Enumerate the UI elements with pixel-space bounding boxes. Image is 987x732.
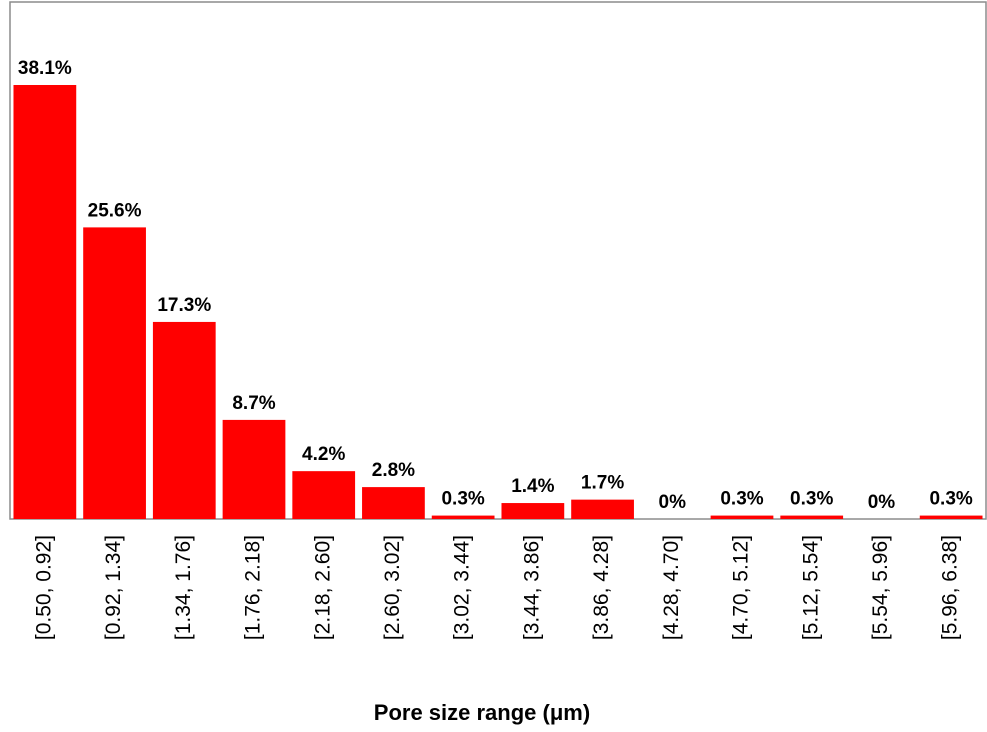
- x-tick-label: [1.76, 2.18]: [242, 535, 265, 640]
- data-label: 38.1%: [18, 58, 72, 79]
- data-label: 1.4%: [511, 476, 554, 497]
- x-tick-label: [5.12, 5.54]: [799, 535, 822, 640]
- x-tick-label: [1.34, 1.76]: [172, 535, 195, 640]
- x-tick-label: [5.54, 5.96]: [869, 535, 892, 640]
- data-label: 0.3%: [720, 489, 763, 510]
- data-label: 0.3%: [790, 489, 833, 510]
- data-label: 25.6%: [88, 200, 142, 221]
- data-label: 0.3%: [441, 489, 484, 510]
- bar: [152, 321, 216, 519]
- data-label: 1.7%: [581, 473, 624, 494]
- bar: [292, 471, 356, 519]
- x-tick-label: [0.50, 0.92]: [32, 535, 55, 640]
- x-tick-label: [3.44, 3.86]: [520, 535, 543, 640]
- data-label: 0%: [659, 492, 687, 513]
- x-tick-label: [0.92, 1.34]: [102, 535, 125, 640]
- data-label: 0%: [868, 492, 896, 513]
- data-label: 4.2%: [302, 444, 345, 465]
- x-axis-label: Pore size range (μm): [374, 700, 590, 725]
- bar: [780, 515, 844, 519]
- data-label: 0.3%: [929, 489, 972, 510]
- bar: [13, 85, 77, 519]
- x-tick-label: [3.02, 3.44]: [451, 535, 474, 640]
- bar: [501, 503, 565, 519]
- bar: [83, 227, 146, 519]
- data-label: 2.8%: [372, 460, 415, 481]
- bar: [571, 499, 634, 519]
- bar: [362, 487, 425, 519]
- bar: [919, 515, 983, 519]
- x-tick-label: [4.70, 5.12]: [730, 535, 753, 640]
- x-tick-label: [5.96, 6.38]: [939, 535, 962, 640]
- x-tick-label: [2.18, 2.60]: [311, 535, 334, 640]
- x-tick-label: [2.60, 3.02]: [381, 535, 404, 640]
- data-label: 17.3%: [157, 295, 211, 316]
- bar: [222, 419, 286, 519]
- x-tick-label: [4.28, 4.70]: [660, 535, 683, 640]
- x-tick-label: [3.86, 4.28]: [590, 535, 613, 640]
- bar: [431, 515, 495, 519]
- bar: [710, 515, 774, 519]
- plot-frame: [9, 1, 987, 520]
- data-label: 8.7%: [232, 393, 275, 414]
